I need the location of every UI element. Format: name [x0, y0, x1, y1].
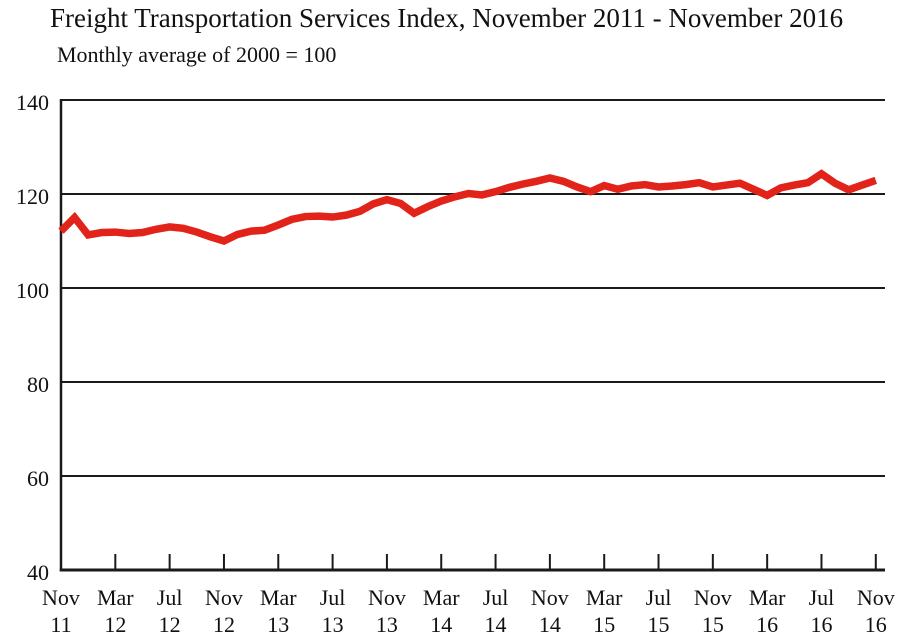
x-tick-month-label: Mar	[423, 585, 460, 610]
x-tick-year-label: 11	[50, 612, 71, 637]
x-tick-month-label: Nov	[531, 585, 569, 610]
chart-title: Freight Transportation Services Index, N…	[50, 3, 844, 33]
x-tick-month-label: Nov	[857, 585, 895, 610]
y-tick-label-120: 120	[16, 184, 49, 209]
x-tick-year-label: 15	[593, 612, 615, 637]
x-tick-year-label: 16	[810, 612, 832, 637]
freight-tsi-data-line	[58, 169, 878, 246]
x-tick-year-label: 12	[104, 612, 126, 637]
y-tick-label-80: 80	[27, 372, 49, 397]
x-tick-month-label: Jul	[483, 585, 509, 610]
y-tick-label-100: 100	[16, 278, 49, 303]
x-tick-year-label: 13	[376, 612, 398, 637]
x-tick-month-label: Jul	[809, 585, 835, 610]
x-tick-month-label: Jul	[646, 585, 672, 610]
x-tick-month-label: Nov	[42, 585, 80, 610]
x-tick-month-label: Jul	[157, 585, 183, 610]
x-tick-month-label: Nov	[368, 585, 406, 610]
chart-subtitle: Monthly average of 2000 = 100	[57, 42, 337, 67]
x-tick-month-label: Mar	[749, 585, 786, 610]
x-tick-month-label: Jul	[320, 585, 346, 610]
x-tick-year-label: 12	[213, 612, 235, 637]
y-tick-label-40: 40	[27, 560, 49, 585]
x-tick-month-label: Nov	[205, 585, 243, 610]
x-tick-month-label: Mar	[586, 585, 623, 610]
y-tick-label-140: 140	[16, 90, 49, 115]
x-tick-year-label: 16	[865, 612, 887, 637]
y-tick-label-60: 60	[27, 466, 49, 491]
x-tick-month-label: Mar	[97, 585, 134, 610]
x-tick-year-label: 15	[702, 612, 724, 637]
x-tick-year-label: 14	[539, 612, 561, 637]
x-tick-month-label: Nov	[694, 585, 732, 610]
x-tick-year-label: 13	[322, 612, 344, 637]
x-tick-month-label: Mar	[260, 585, 297, 610]
x-tick-year-label: 14	[485, 612, 507, 637]
x-tick-year-label: 16	[756, 612, 778, 637]
x-tick-year-label: 14	[430, 612, 452, 637]
x-tick-year-label: 15	[648, 612, 670, 637]
x-tick-year-label: 13	[267, 612, 289, 637]
x-tick-year-label: 12	[159, 612, 181, 637]
